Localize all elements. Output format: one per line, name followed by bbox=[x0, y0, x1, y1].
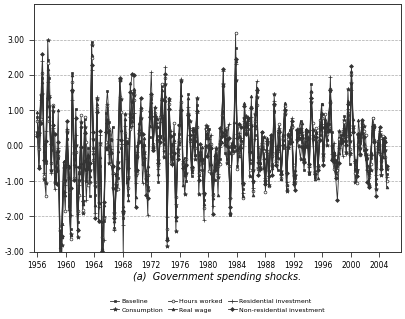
Baseline bbox=[35, 115, 40, 119]
Baseline bbox=[370, 116, 375, 120]
Non-residential investment bbox=[131, 73, 136, 77]
Non-residential investment bbox=[58, 268, 62, 272]
Residential investment bbox=[40, 59, 45, 63]
Hours worked bbox=[358, 153, 362, 157]
Baseline bbox=[103, 111, 108, 115]
Residential investment bbox=[58, 252, 62, 256]
Real wage bbox=[49, 168, 54, 172]
Non-residential investment bbox=[60, 234, 64, 238]
Line: Baseline: Baseline bbox=[36, 41, 388, 255]
Real wage bbox=[35, 110, 40, 114]
Hours worked bbox=[102, 216, 107, 220]
Real wage bbox=[103, 146, 108, 150]
Real wage bbox=[56, 108, 61, 112]
Residential investment bbox=[370, 128, 375, 132]
Real wage bbox=[89, 53, 94, 57]
Hours worked bbox=[35, 119, 40, 122]
Baseline bbox=[89, 40, 94, 44]
Residential investment bbox=[384, 175, 389, 179]
Real wage bbox=[370, 124, 375, 128]
Real wage bbox=[358, 138, 362, 142]
Consumption bbox=[358, 146, 362, 150]
Non-residential investment bbox=[103, 130, 108, 134]
Real wage bbox=[131, 87, 136, 91]
Line: Consumption: Consumption bbox=[35, 38, 389, 290]
Non-residential investment bbox=[40, 53, 45, 56]
Consumption bbox=[58, 229, 62, 233]
Non-residential investment bbox=[51, 123, 55, 127]
Residential investment bbox=[103, 130, 108, 134]
Hours worked bbox=[233, 31, 238, 34]
Baseline bbox=[131, 90, 136, 94]
Consumption bbox=[35, 130, 40, 134]
Consumption bbox=[51, 108, 55, 112]
Consumption bbox=[131, 93, 136, 97]
Non-residential investment bbox=[384, 164, 389, 168]
Non-residential investment bbox=[35, 134, 40, 138]
Baseline bbox=[58, 251, 62, 255]
Line: Non-residential investment: Non-residential investment bbox=[36, 53, 388, 271]
Real wage bbox=[384, 185, 389, 189]
Hours worked bbox=[384, 179, 389, 183]
Hours worked bbox=[49, 161, 54, 165]
Consumption bbox=[45, 38, 50, 42]
Consumption bbox=[100, 286, 104, 290]
Text: (a)  Government spending shocks.: (a) Government spending shocks. bbox=[133, 271, 301, 282]
Consumption bbox=[384, 167, 389, 171]
Residential investment bbox=[131, 112, 136, 115]
Line: Real wage: Real wage bbox=[36, 54, 388, 249]
Hours worked bbox=[370, 116, 375, 120]
Baseline bbox=[384, 172, 389, 175]
Baseline bbox=[49, 148, 54, 152]
Legend: Baseline, Consumption, Hours worked, Real wage, Residential investment, Non-resi: Baseline, Consumption, Hours worked, Rea… bbox=[107, 296, 327, 315]
Line: Residential investment: Residential investment bbox=[35, 59, 389, 262]
Hours worked bbox=[130, 89, 134, 93]
Residential investment bbox=[100, 258, 104, 262]
Residential investment bbox=[358, 136, 362, 140]
Consumption bbox=[103, 146, 108, 150]
Real wage bbox=[100, 246, 104, 250]
Hours worked bbox=[56, 154, 61, 158]
Residential investment bbox=[51, 126, 55, 130]
Residential investment bbox=[35, 132, 40, 136]
Consumption bbox=[370, 126, 375, 130]
Line: Hours worked: Hours worked bbox=[36, 31, 388, 258]
Baseline bbox=[56, 157, 61, 160]
Non-residential investment bbox=[370, 124, 375, 128]
Hours worked bbox=[60, 255, 64, 259]
Baseline bbox=[358, 141, 362, 145]
Non-residential investment bbox=[358, 152, 362, 156]
